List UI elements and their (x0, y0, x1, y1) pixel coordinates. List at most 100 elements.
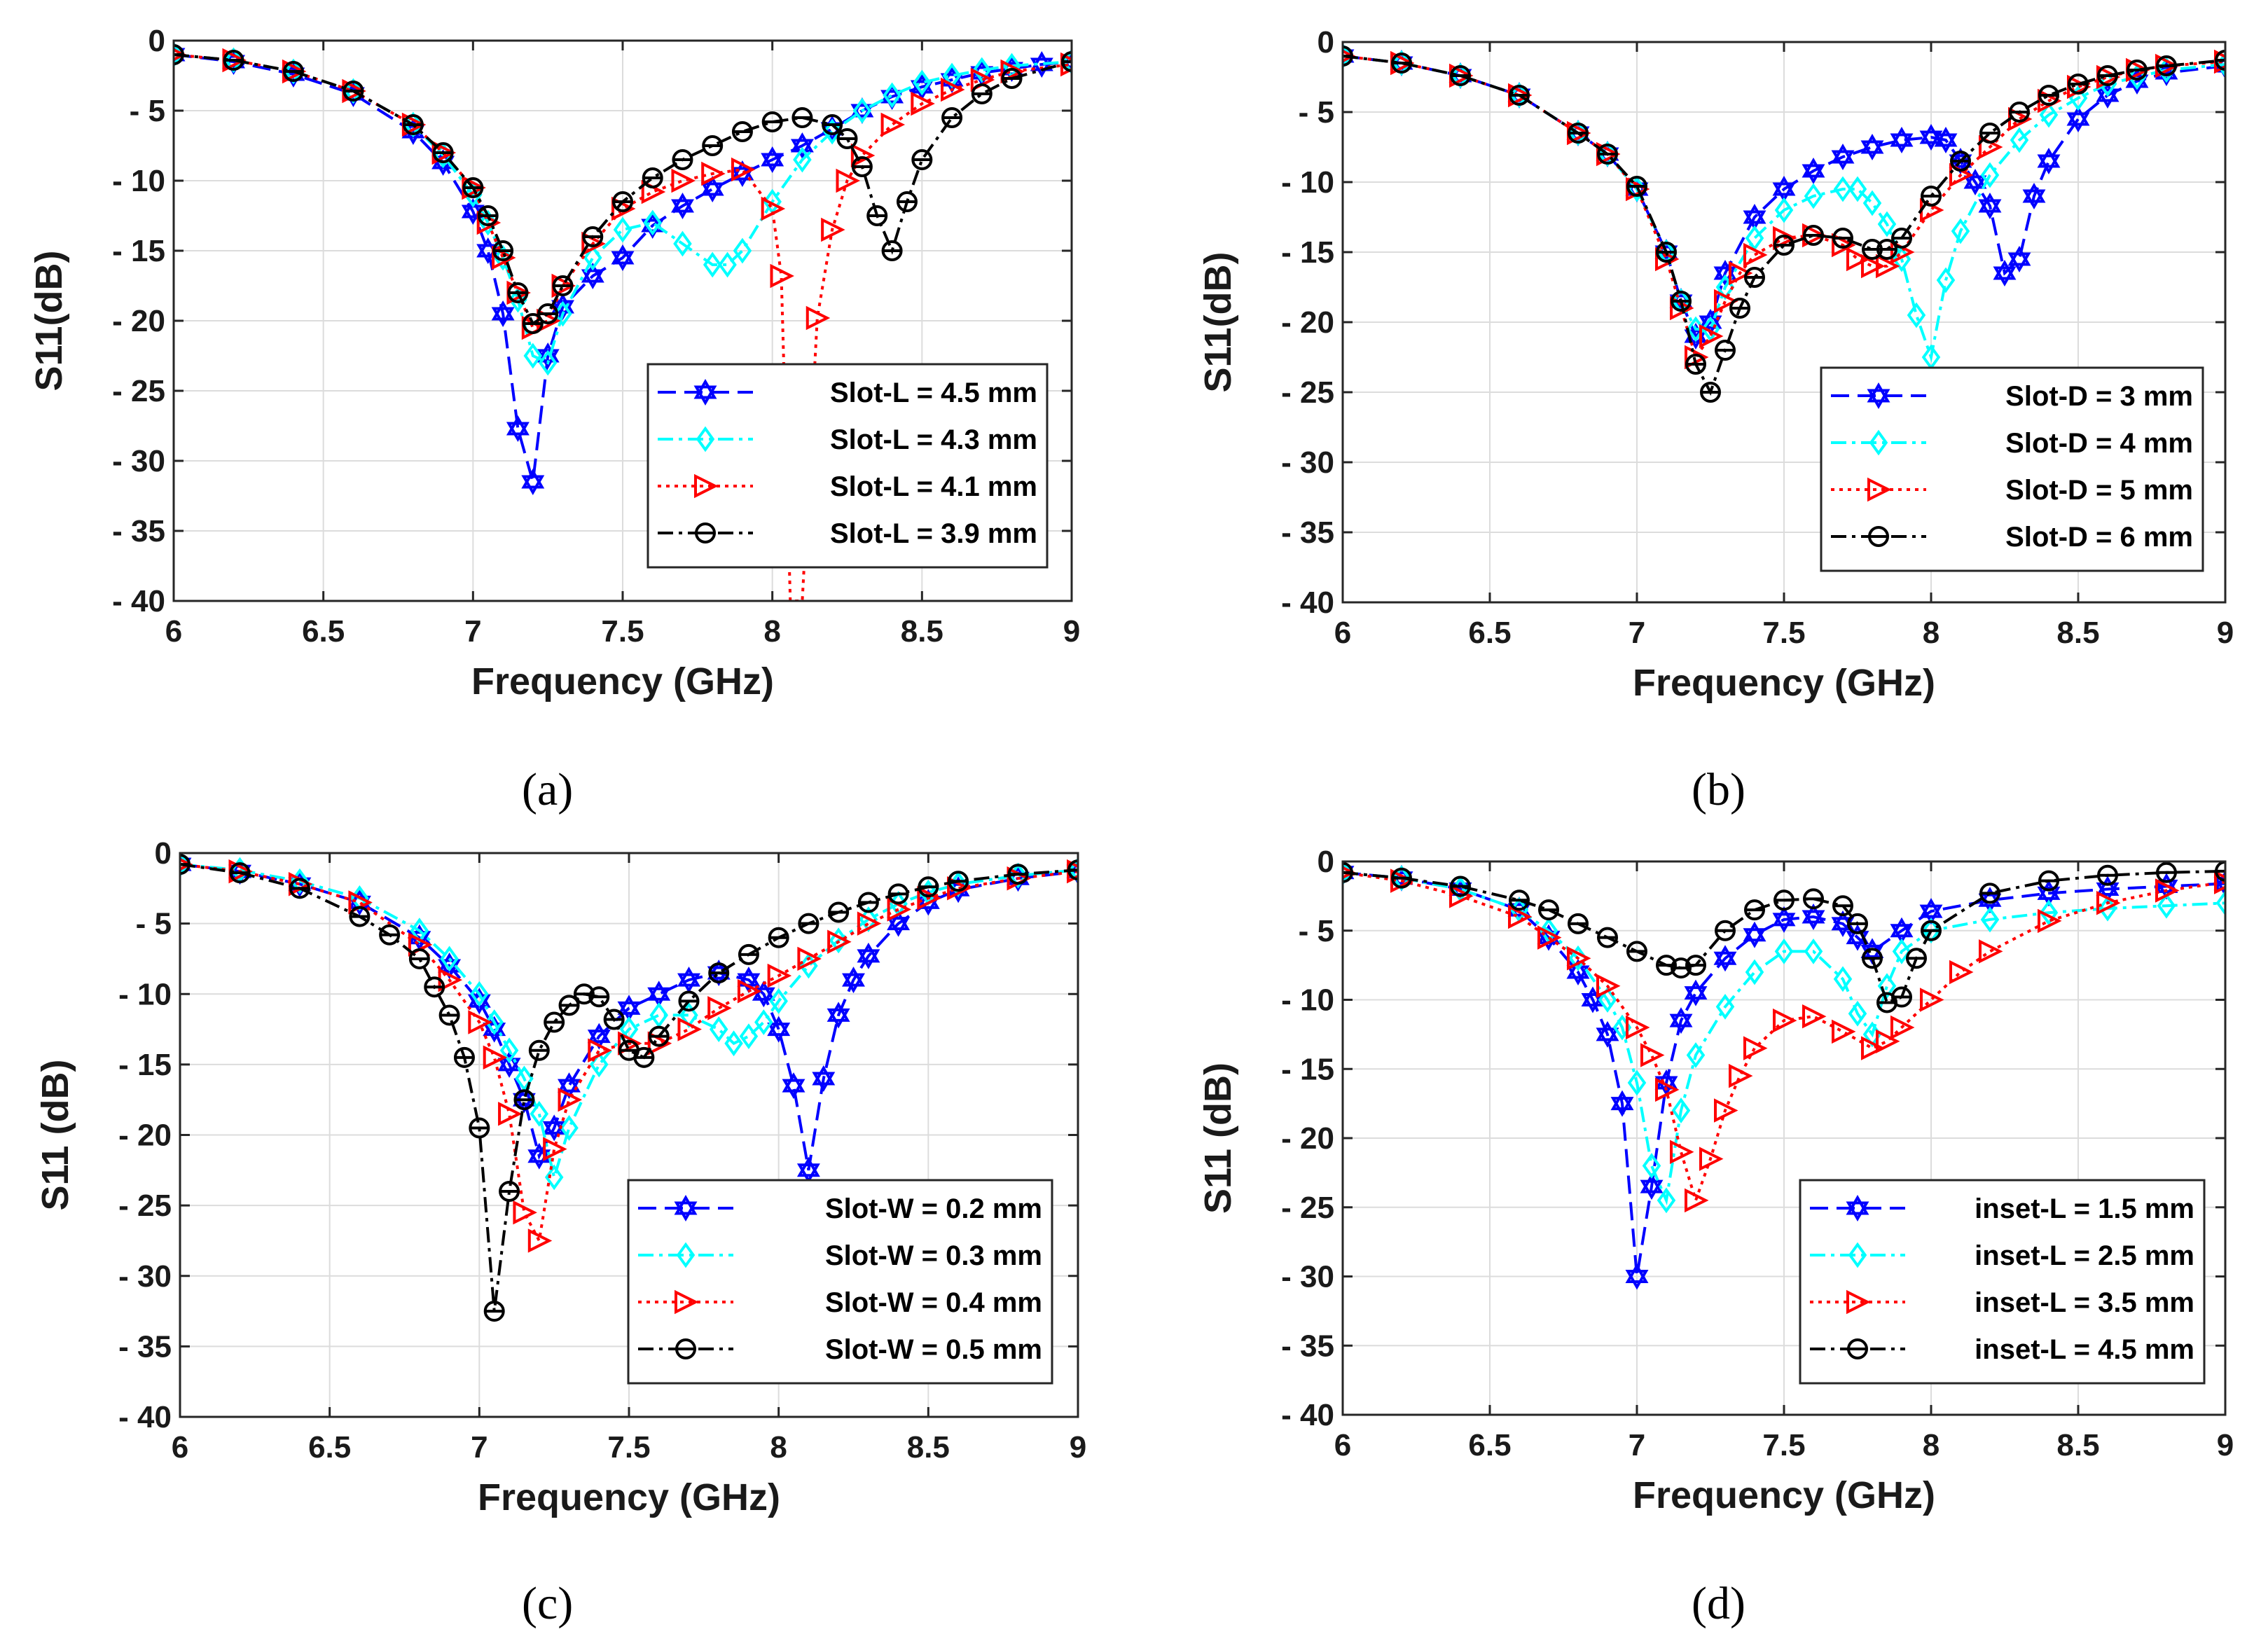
data-point (1656, 242, 1677, 263)
y-tick-label: - 25 (118, 1189, 172, 1223)
legend-item: Slot-D = 6 mm (1831, 522, 2193, 553)
data-point (2096, 891, 2121, 915)
x-tick-label: 7.5 (1762, 616, 1805, 650)
data-point (1773, 1008, 1797, 1033)
legend-label: inset-L = 3.5 mm (1975, 1287, 2194, 1318)
data-point (1876, 254, 1900, 279)
data-point (1979, 939, 2003, 964)
data-point (612, 191, 633, 212)
data-point (947, 876, 971, 901)
x-tick-label: 8 (770, 1430, 787, 1465)
data-point (499, 1181, 520, 1202)
data-point (530, 1100, 549, 1127)
data-point (470, 981, 489, 1007)
caption-b: (b) (1692, 764, 1745, 815)
data-point (1626, 176, 1647, 197)
data-point (1860, 938, 1884, 965)
data-point (1802, 158, 1825, 184)
data-point (1596, 974, 1621, 998)
data-point (2127, 60, 2148, 81)
data-point (1685, 354, 1706, 375)
data-point (1803, 225, 1824, 246)
data-point (1802, 903, 1825, 930)
data-point (1450, 65, 1471, 86)
legend-item: Slot-D = 3 mm (1831, 381, 2193, 412)
x-tick-label: 6 (1334, 1428, 1351, 1462)
legend-item: Slot-W = 0.5 mm (638, 1334, 1042, 1365)
legend-marker (1867, 382, 1890, 409)
data-point (343, 81, 364, 102)
x-tick-label: 8.5 (2056, 616, 2099, 650)
data-point (1007, 864, 1029, 885)
data-point (649, 1002, 668, 1028)
data-point (724, 1030, 743, 1057)
x-tick-label: 7.5 (607, 1430, 650, 1465)
data-point (1890, 1015, 1915, 1040)
data-point (1832, 1019, 1856, 1044)
data-point (718, 251, 737, 278)
data-point (558, 1072, 581, 1100)
series-line (1343, 871, 2225, 1206)
data-point (2156, 861, 2177, 883)
data-point (1714, 289, 1738, 314)
data-point (498, 1102, 523, 1126)
y-tick-label: - 30 (118, 1259, 172, 1294)
data-point (1655, 1077, 1680, 1102)
caption-a: (a) (522, 764, 574, 815)
data-point (770, 263, 794, 289)
data-point (1891, 986, 1912, 1008)
data-point (941, 77, 965, 102)
y-tick-label: - 10 (112, 164, 165, 198)
y-tick-label: - 15 (1281, 1052, 1334, 1086)
data-point (671, 193, 694, 219)
data-point (515, 1065, 534, 1092)
data-point (1833, 176, 1853, 202)
y-tick-label: - 25 (1281, 1191, 1334, 1225)
data-point (767, 1016, 791, 1043)
data-point (513, 1200, 537, 1225)
chart-panel-b: 6 6.5 7 7.5 8 8.5 9 0 - 5 - 10 - 15 - 20 - 25 - 30 - 3… (1197, 25, 2234, 704)
x-tick-label: 7 (1629, 1428, 1645, 1462)
data-point (1774, 938, 1794, 964)
data-point (438, 1004, 460, 1026)
data-point (948, 871, 969, 892)
data-point (1772, 906, 1796, 933)
y-axis-title: S11(dB) (1197, 251, 1239, 392)
data-point (1671, 1098, 1691, 1123)
legend-marker (674, 1195, 698, 1221)
legend: inset-L = 1.5 mm inset-L = 2.5 mm inset-L … (1799, 1179, 2206, 1385)
data-point (700, 176, 724, 202)
y-tick-label: - 20 (118, 1119, 172, 1153)
data-point (913, 69, 932, 96)
x-tick-label: 9 (1070, 1430, 1086, 1465)
data-point (499, 1037, 519, 1064)
data-point (827, 1002, 850, 1029)
data-point (647, 1031, 672, 1055)
data-point (379, 924, 401, 946)
data-point (1848, 176, 1867, 202)
data-point (822, 114, 843, 135)
legend-item: inset-L = 2.5 mm (1810, 1240, 2194, 1271)
data-point (1450, 875, 1471, 897)
data-point (1846, 247, 1871, 272)
data-point (673, 230, 692, 257)
data-point (643, 209, 662, 236)
data-point (581, 263, 604, 289)
y-tick-label: - 15 (112, 234, 165, 268)
data-point (2215, 50, 2225, 71)
data-point (1773, 235, 1795, 256)
data-point (1890, 127, 1914, 153)
data-point (527, 1228, 553, 1253)
legend-marker (675, 1338, 696, 1359)
data-point (1714, 1098, 1738, 1123)
data-point (738, 943, 759, 965)
data-point (647, 981, 671, 1008)
legend-item: Slot-W = 0.4 mm (638, 1287, 1042, 1318)
data-point (1832, 895, 1853, 917)
data-point (1598, 987, 1617, 1013)
data-point (2213, 870, 2225, 897)
data-point (1934, 127, 1958, 153)
legend-label: inset-L = 2.5 mm (1975, 1240, 2194, 1271)
data-point (793, 146, 812, 173)
data-point (349, 906, 371, 927)
